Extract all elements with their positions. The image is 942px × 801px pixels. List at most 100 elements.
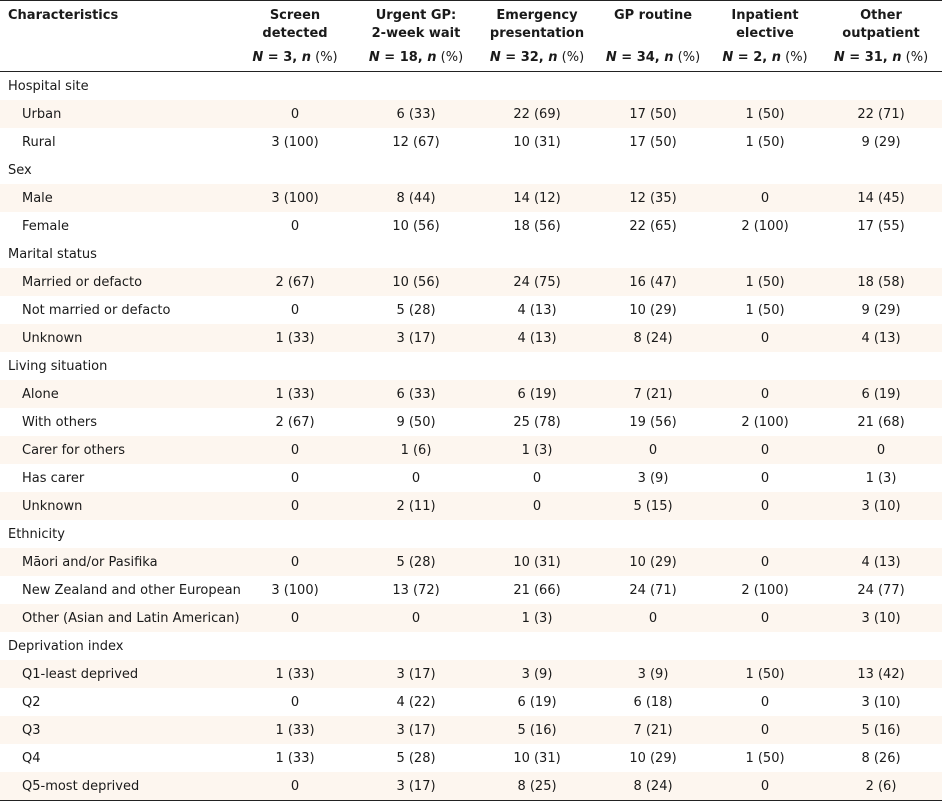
table-cell: 3 (10) [820, 492, 942, 520]
table-cell: 3 (9) [478, 660, 596, 688]
table-cell: 0 [596, 436, 710, 464]
table-cell: 5 (28) [396, 750, 436, 766]
table-cell: 1 (33) [236, 324, 354, 352]
row-label: Urban [0, 100, 236, 128]
n-count-cell: N = 32, n (%) [478, 43, 596, 72]
table-row: Q1-least deprived 1 (33) 3 (17) 3 (9) 3 (9) 1… [0, 660, 942, 688]
table-cell: 6 (33) [354, 380, 478, 408]
table-cell: 4 (13) [820, 548, 942, 576]
table-cell: 3 (17) [354, 324, 478, 352]
row-label: Other (Asian and Latin American) [0, 604, 240, 632]
table-cell: 3 (10) [820, 604, 942, 632]
n-symbol: N [368, 50, 380, 65]
header-col: Urgent GP: 2-week wait [354, 0, 478, 43]
table-row: Q5-most deprived 0 3 (17) 8 (25) 8 (24) 0 2 (6… [0, 772, 942, 801]
row-label: Not married or defacto [22, 302, 171, 318]
n-symbol: N [722, 50, 734, 65]
table-cell: 24 (77) [857, 582, 905, 598]
table-cell: 3 (9) [637, 470, 669, 486]
n-count-cell: N = 3, n (%) [236, 43, 354, 72]
table-cell: 2 (100) [741, 414, 789, 430]
n-separator: , [538, 50, 549, 65]
n-italic: n [548, 50, 558, 65]
table-cell: 25 (78) [513, 414, 561, 430]
table-cell: 17 (50) [596, 100, 710, 128]
n-italic: n [427, 50, 437, 65]
n-separator: , [654, 50, 665, 65]
table-cell: 0 [478, 492, 596, 520]
table-cell: 1 (3) [478, 604, 596, 632]
table-cell: 6 (19) [517, 694, 557, 710]
table-cell: 0 [290, 694, 300, 710]
header-line1: Emergency [496, 8, 578, 23]
header-characteristics: Characteristics [0, 0, 236, 43]
n-value: 3 [283, 50, 293, 65]
table-cell: 19 (56) [629, 414, 677, 430]
section-label: Sex [0, 156, 942, 184]
table-cell: 8 (24) [596, 772, 710, 801]
table-cell: 9 (29) [861, 134, 901, 150]
table-cell: 12 (67) [392, 134, 440, 150]
n-percent: (%) [436, 50, 464, 65]
table-cell: 5 (15) [596, 492, 710, 520]
header-line1: Urgent GP: [375, 8, 457, 23]
section-row: Deprivation index [0, 632, 942, 660]
table-cell: 10 (31) [478, 548, 596, 576]
n-percent: (%) [310, 50, 338, 65]
table-cell: 8 (24) [596, 324, 710, 352]
table-cell: 0 [710, 772, 820, 801]
row-label: Female [22, 218, 70, 234]
table-cell: 0 [236, 492, 354, 520]
n-equals: = [733, 50, 754, 65]
table-row: Married or defacto 2 (67) 10 (56) 24 (75) 16… [0, 268, 942, 296]
n-value: 31 [864, 50, 883, 65]
table-cell: 3 (17) [354, 716, 478, 744]
table-cell: 0 [236, 772, 354, 801]
table-cell: 0 [710, 184, 820, 212]
table-cell: 4 (13) [820, 324, 942, 352]
table-cell: 1 (3) [478, 436, 596, 464]
table-cell: 1 (50) [745, 134, 785, 150]
row-label: Māori and/or Pasifika [0, 548, 236, 576]
table-cell: 5 (28) [396, 302, 436, 318]
n-italic: n [301, 50, 311, 65]
table-row: New Zealand and other European 3 (100) 13 … [0, 576, 942, 604]
table-cell: 8 (44) [354, 184, 478, 212]
table-cell: 10 (31) [513, 750, 561, 766]
table-cell: 0 [411, 470, 421, 486]
row-label: Male [0, 184, 236, 212]
n-percent: (%) [901, 50, 929, 65]
n-separator: , [762, 50, 772, 65]
table-cell: 4 (13) [478, 324, 596, 352]
row-label: Alone [0, 380, 236, 408]
header-col: Inpatient elective [710, 0, 820, 43]
table-cell: 0 [532, 470, 542, 486]
n-count-cell: N = 18, n (%) [354, 43, 478, 72]
table-cell: 0 [236, 436, 354, 464]
table-row: Rural 3 (100) 12 (67) 10 (31) 17 (50) 1 (50) 9… [0, 128, 942, 156]
table-cell: 17 (50) [629, 134, 677, 150]
section-row: Sex [0, 156, 942, 184]
n-italic: n [771, 50, 781, 65]
section-label: Marital status [0, 240, 942, 268]
table-row: Q4 1 (33) 5 (28) 10 (31) 10 (29) 1 (50) 8 (26) [0, 744, 942, 772]
table-row: Other (Asian and Latin American) 0 0 1 (3) 0… [0, 604, 942, 632]
header-line1: Other [860, 8, 902, 23]
header-line2: 2-week wait [371, 26, 461, 41]
table-cell: 22 (65) [629, 218, 677, 234]
table-cell: 0 [236, 604, 354, 632]
table-cell: 1 (50) [745, 302, 785, 318]
table-cell: 1 (50) [710, 100, 820, 128]
n-row: N = 3, n (%) N = 18, n (%) N = 32, n (%) N … [0, 43, 942, 72]
row-label: Married or defacto [0, 268, 236, 296]
table-cell: 2 (100) [741, 582, 789, 598]
table-cell: 10 (29) [629, 750, 677, 766]
table-cell: 21 (66) [513, 582, 561, 598]
header-line1: Inpatient [731, 8, 799, 23]
table-cell: 6 (19) [478, 380, 596, 408]
n-italic: n [892, 50, 902, 65]
table-cell: 1 (50) [745, 750, 785, 766]
table-cell: 18 (56) [513, 218, 561, 234]
section-row: Marital status [0, 240, 942, 268]
